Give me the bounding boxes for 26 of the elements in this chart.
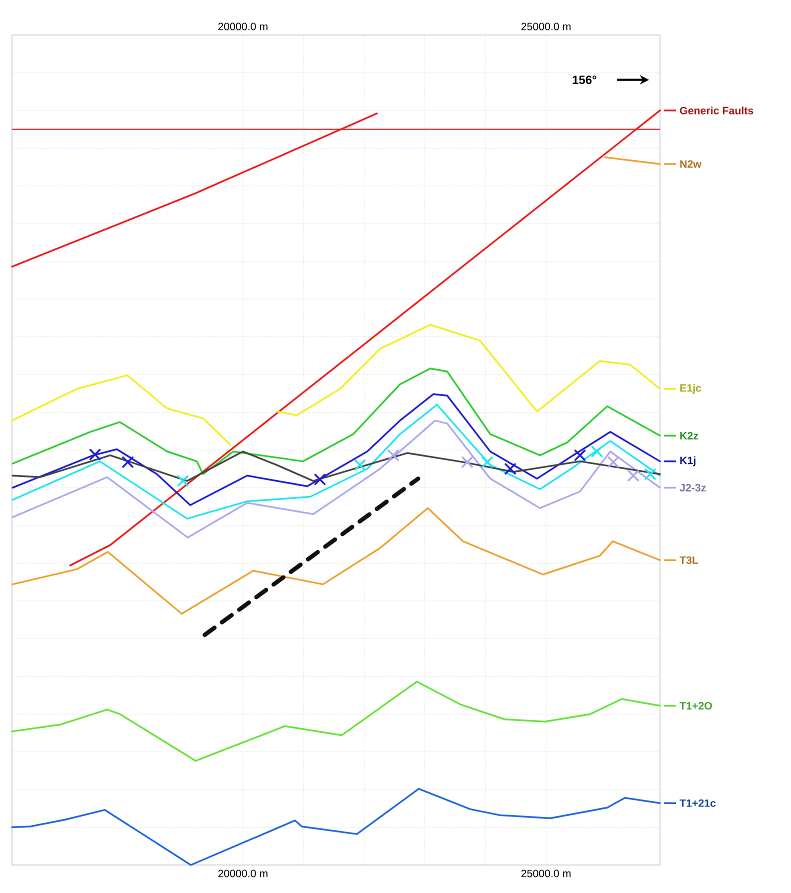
point (122, 456, 134, 468)
legend-label: J2-3z (680, 484, 706, 492)
text: 156° (572, 76, 596, 84)
point (177, 475, 189, 487)
point (591, 446, 603, 458)
legend-label: T3L (680, 556, 698, 564)
legend-label: K2z (680, 432, 698, 440)
point (628, 470, 639, 482)
point (644, 468, 656, 480)
legend-label: T1+2O (680, 702, 712, 710)
point (504, 463, 516, 475)
x2-tick-label: 20000.0 m (218, 22, 268, 30)
legend-label: N2w (680, 160, 702, 168)
point (482, 456, 493, 468)
point (314, 474, 326, 486)
point (608, 456, 619, 468)
point (388, 450, 399, 461)
legend-label: T1+21c (680, 799, 716, 807)
point (89, 448, 101, 460)
legend-label: K1j (680, 456, 696, 466)
point (462, 456, 473, 468)
point (354, 459, 366, 471)
point (574, 450, 586, 461)
legend-label: E1jc (680, 384, 702, 394)
legend-label: Generic Faults (680, 106, 754, 114)
x2-tick-label: 25000.0 m (521, 22, 571, 30)
